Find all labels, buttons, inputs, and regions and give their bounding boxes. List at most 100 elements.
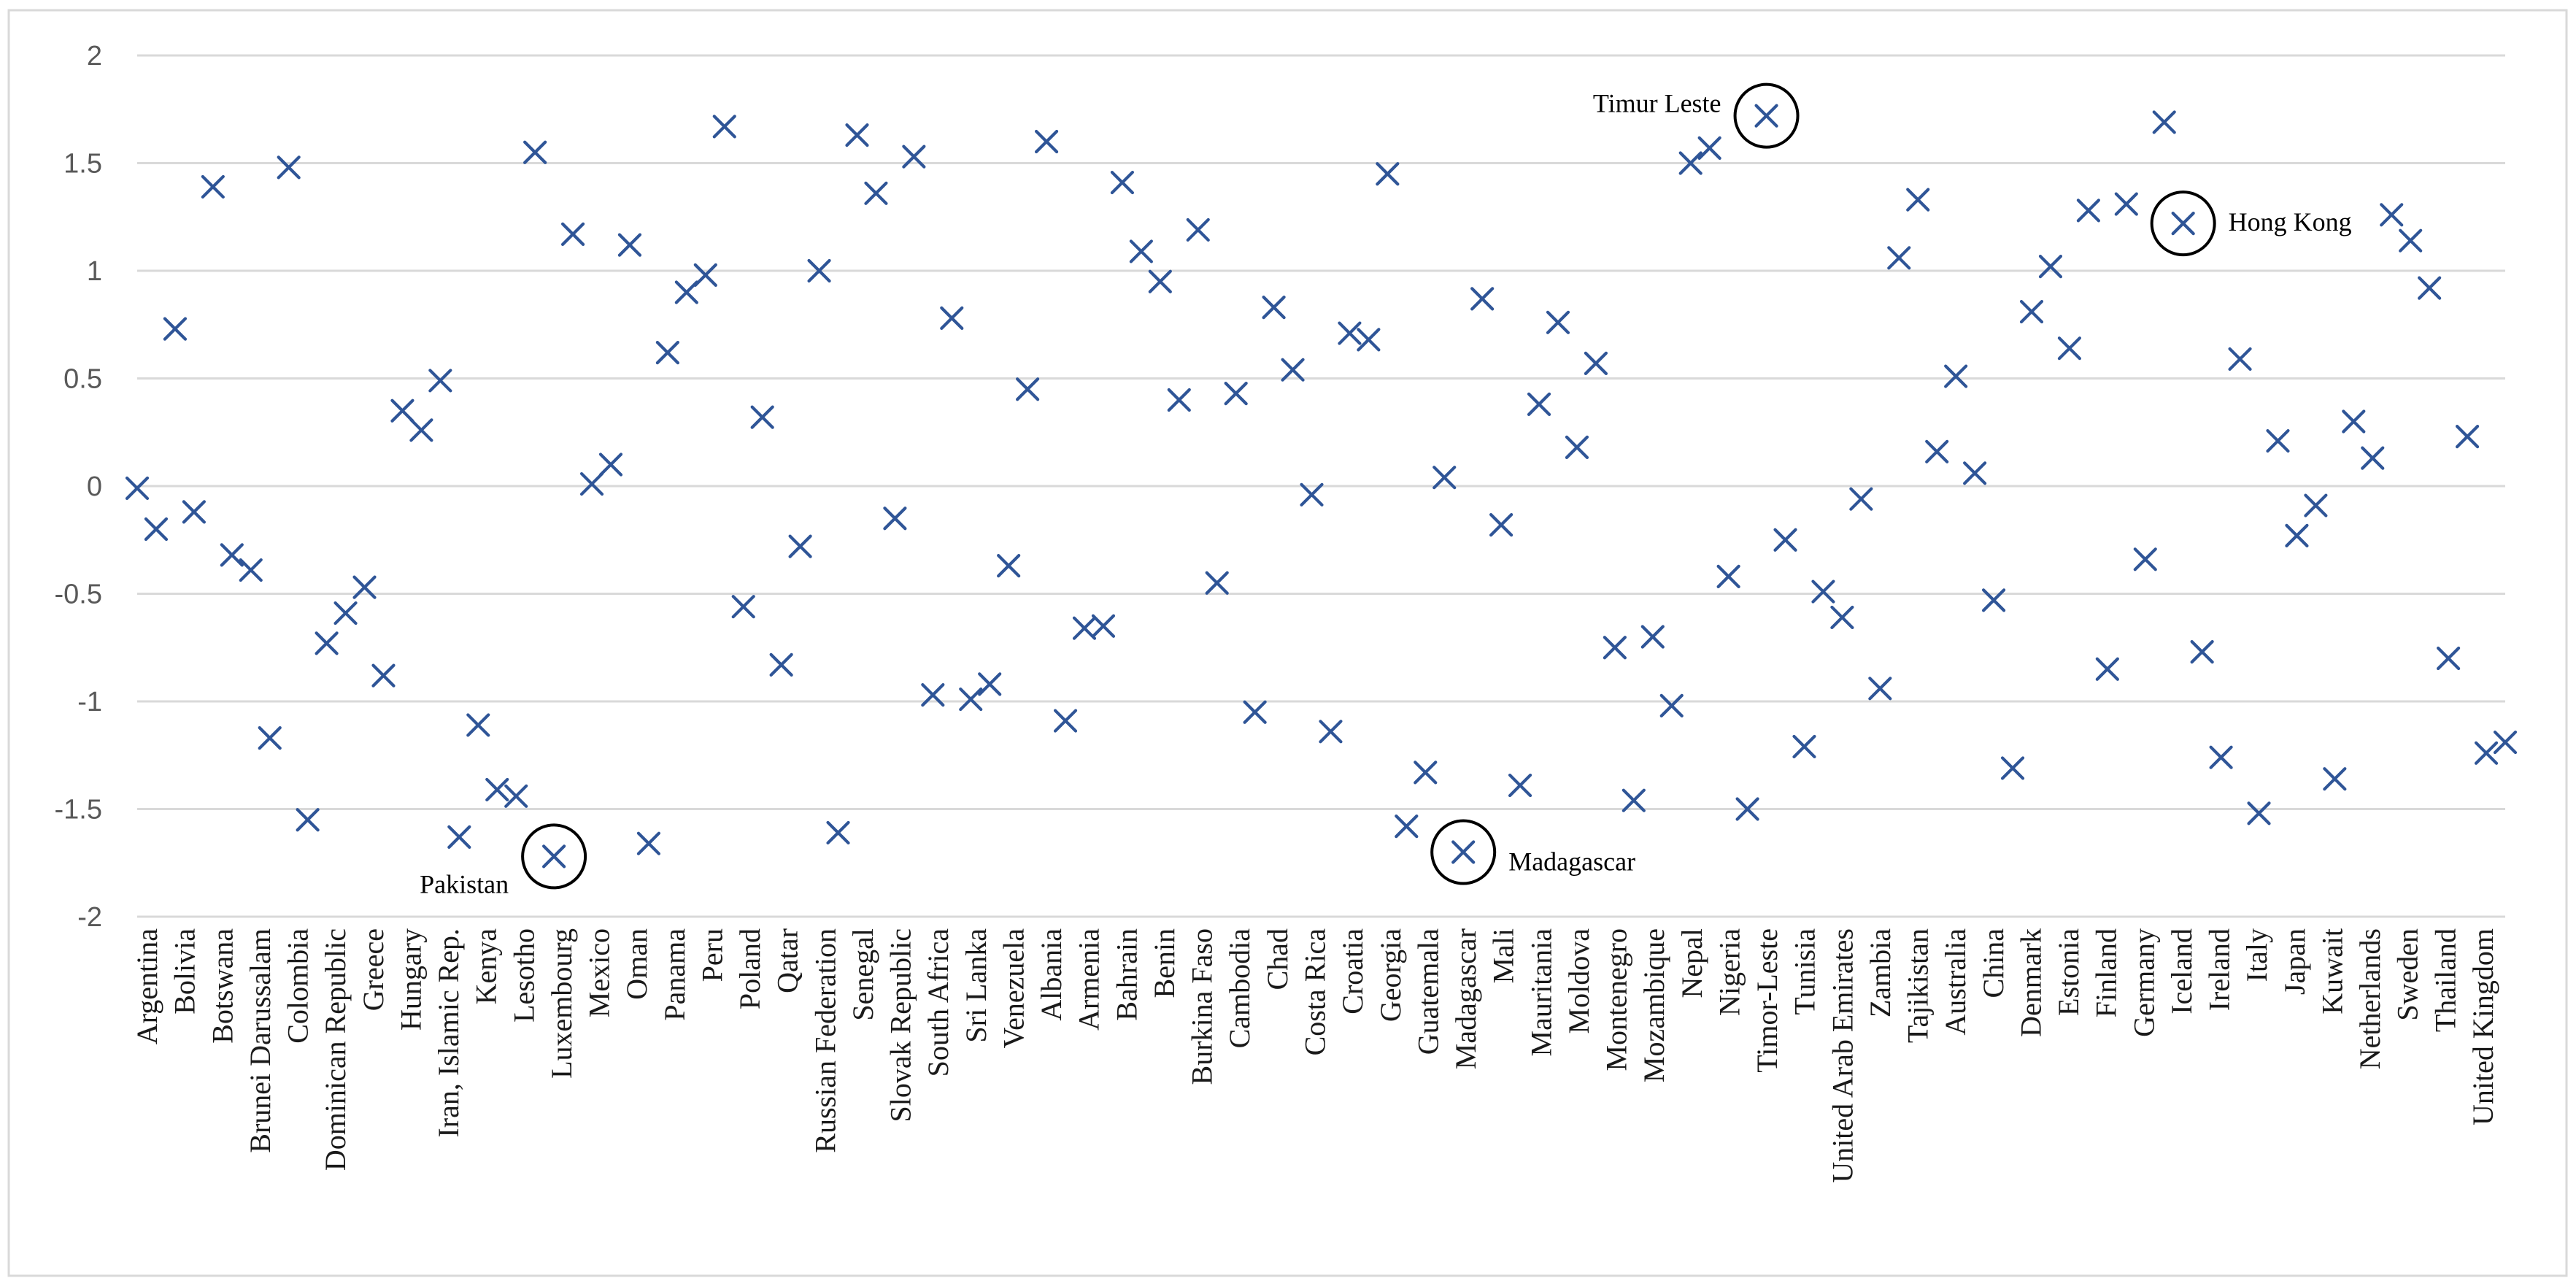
data-point [1716, 564, 1740, 589]
data-point [1395, 814, 1419, 839]
data-point [617, 233, 642, 257]
data-point [1262, 296, 1286, 320]
data-point [1697, 136, 1721, 160]
data-point [864, 181, 888, 205]
data-point [1868, 677, 1892, 701]
data-point [1603, 636, 1627, 660]
data-point [693, 263, 717, 287]
x-tick-label: Lesotho [507, 928, 540, 1023]
x-tick-label: Burkina Faso [1186, 928, 1219, 1085]
data-point [2152, 110, 2176, 134]
data-point [2361, 446, 2385, 470]
data-point [1243, 700, 1267, 724]
y-tick-label: -0.5 [55, 580, 102, 610]
data-point [1925, 439, 1949, 463]
data-point [1053, 709, 1078, 733]
x-tick-label: United Kingdom [2467, 928, 2499, 1125]
data-point [296, 808, 320, 832]
x-tick-label: Thailand [2429, 928, 2461, 1032]
data-point [2057, 336, 2082, 361]
y-tick-label: 2 [87, 41, 102, 72]
y-tick-label: 0.5 [63, 364, 102, 395]
data-point [1034, 129, 1059, 154]
data-point [315, 631, 339, 655]
data-point [788, 534, 812, 558]
x-tick-label: Botswana [206, 928, 239, 1044]
x-tick-label: Guatemala [1411, 928, 1444, 1055]
data-point [598, 453, 623, 477]
x-tick-label: Georgia [1374, 928, 1407, 1022]
x-tick-label: Denmark [2014, 928, 2047, 1037]
x-tick-label: Kuwait [2315, 928, 2348, 1014]
data-point [2019, 299, 2044, 324]
x-tick-label: Argentina [131, 928, 163, 1044]
data-point [959, 687, 983, 712]
x-tick-label: Sri Lanka [960, 928, 992, 1043]
x-tick-label: Montenegro [1600, 928, 1633, 1071]
data-point [1338, 321, 1362, 345]
y-tick-label: -1 [77, 687, 102, 717]
data-point [2437, 646, 2461, 671]
y-tick-label: -2 [77, 902, 102, 933]
data-point [940, 306, 964, 330]
data-point [2228, 347, 2252, 371]
x-tick-label: Mexico [583, 928, 616, 1017]
data-point [1963, 461, 1987, 485]
data-point [2076, 199, 2100, 223]
data-point [1432, 466, 1457, 490]
data-point [2095, 657, 2119, 681]
data-point [428, 369, 452, 393]
data-point [504, 784, 528, 808]
y-tick-label: 1 [87, 256, 102, 287]
data-point [1205, 571, 1229, 595]
x-tick-label: Iran, Islamic Rep. [432, 928, 465, 1138]
data-point [2190, 640, 2214, 664]
annotation-label: Madagascar [1508, 847, 1635, 877]
data-point [523, 140, 547, 164]
data-point [1376, 162, 1400, 186]
y-tick-label: 1.5 [63, 149, 102, 180]
x-tick-label: Benin [1148, 928, 1181, 998]
x-tick-label: Cambodia [1223, 928, 1256, 1049]
x-tick-label: Oman [620, 928, 653, 1000]
x-tick-label: Dominican Republic [319, 928, 352, 1171]
data-point [826, 820, 850, 845]
x-tick-label: Bolivia [169, 928, 201, 1014]
data-point [2304, 493, 2328, 517]
data-point [125, 476, 150, 501]
data-point [845, 123, 869, 147]
x-tick-label: Italy [2240, 928, 2273, 982]
x-tick-label: South Africa [922, 928, 955, 1077]
x-tick-label: Poland [733, 928, 766, 1009]
x-tick-label: China [1977, 928, 2010, 998]
data-point [1186, 217, 1210, 242]
data-points [125, 104, 2518, 869]
x-tick-label: Mali [1487, 928, 1520, 984]
x-tick-label: Colombia [282, 928, 315, 1044]
data-point [1167, 388, 1191, 412]
data-point [2418, 276, 2442, 300]
data-point [333, 601, 358, 625]
data-point [1110, 170, 1135, 195]
annotation-circle [521, 823, 587, 890]
data-point [1811, 580, 1835, 604]
x-tick-label: Timor-Leste [1751, 928, 1783, 1073]
data-point [2399, 228, 2423, 253]
data-point [1148, 269, 1172, 293]
data-point [1016, 377, 1040, 401]
data-point [1678, 151, 1702, 175]
data-point [2474, 741, 2499, 765]
y-tick-label: 0 [87, 471, 102, 502]
data-point [750, 405, 774, 429]
data-point [2038, 255, 2063, 279]
data-point [1357, 328, 1381, 352]
x-tick-label: Kenya [470, 928, 503, 1005]
x-tick-label: Nigeria [1713, 928, 1746, 1016]
data-point [1281, 358, 1305, 382]
annotations: Pakistan Madagascar Timur Leste Hong Kong [420, 82, 2352, 898]
data-point [390, 398, 414, 423]
data-point [712, 115, 736, 139]
data-point [1830, 605, 1854, 630]
data-point [1735, 797, 1759, 821]
